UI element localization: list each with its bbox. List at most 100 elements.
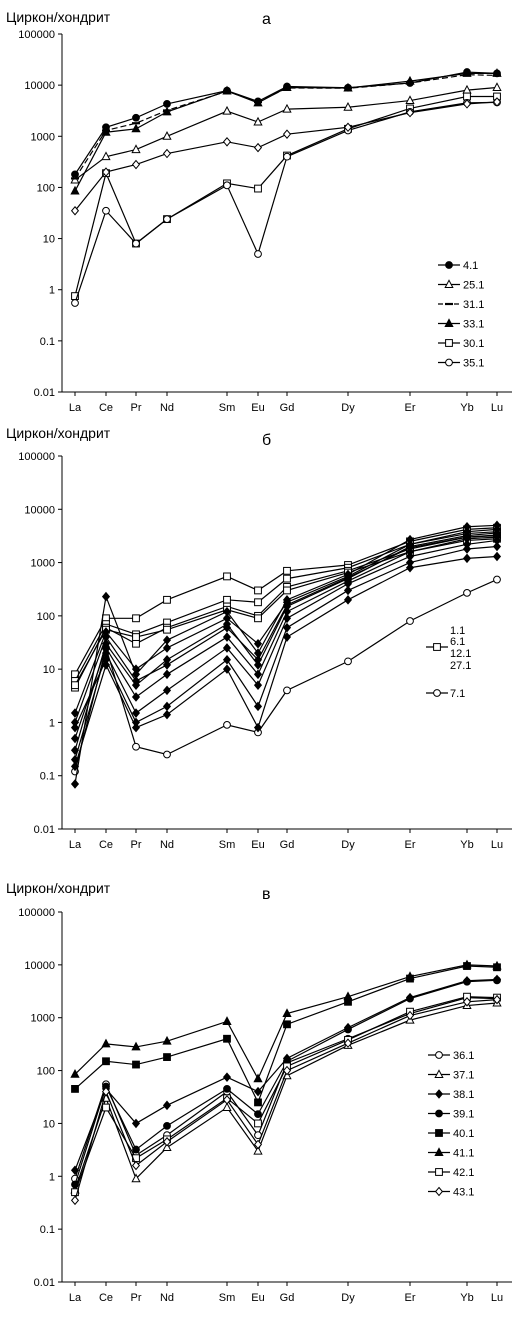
- data-point: [492, 97, 502, 107]
- data-point: [101, 1038, 111, 1048]
- data-point: [405, 562, 415, 573]
- legend-label: 1.1: [450, 625, 465, 637]
- data-point: [253, 116, 263, 126]
- legend-marker: [445, 358, 453, 367]
- series-line: [70, 994, 502, 1206]
- data-point: [163, 750, 171, 759]
- data-point: [492, 68, 502, 77]
- x-tick-label: Ce: [99, 839, 113, 851]
- data-point: [463, 92, 471, 101]
- data-point: [223, 181, 231, 190]
- data-point: [162, 669, 172, 680]
- data-point: [222, 622, 232, 633]
- legend-marker: [434, 1089, 444, 1099]
- data-point: [254, 1119, 262, 1128]
- data-point: [71, 681, 79, 690]
- x-tick-label: Dy: [341, 1292, 355, 1304]
- legend-label: 35.1: [463, 358, 484, 370]
- data-point: [253, 1073, 263, 1083]
- legend-label: 25.1: [463, 280, 484, 292]
- x-tick-label: La: [69, 839, 82, 851]
- legend-label: 38.1: [453, 1089, 474, 1101]
- data-point: [492, 551, 502, 562]
- legend-label: 37.1: [453, 1070, 474, 1082]
- data-point: [343, 82, 353, 92]
- legend-marker: [444, 279, 454, 288]
- data-point: [253, 654, 263, 665]
- data-point: [493, 575, 501, 584]
- panel-label: б: [262, 432, 271, 449]
- data-point: [253, 1086, 263, 1097]
- data-point: [253, 680, 263, 690]
- x-tick-label: Eu: [251, 1292, 264, 1304]
- legend-marker: [445, 261, 453, 269]
- data-point: [131, 159, 141, 170]
- data-point: [162, 106, 172, 116]
- data-point: [70, 733, 80, 744]
- x-tick-label: Pr: [131, 1292, 142, 1304]
- data-point: [283, 566, 291, 575]
- data-point: [131, 708, 141, 718]
- x-tick-label: Dy: [341, 402, 355, 414]
- y-axis-title: Циркон/хондрит: [6, 880, 111, 896]
- data-point: [254, 614, 262, 623]
- legend: 36.1 37.1 38.1 39.1 40.1 41.1 42.1 43.1: [428, 1050, 474, 1199]
- data-point: [282, 1065, 292, 1076]
- x-tick-label: Pr: [131, 402, 142, 414]
- data-point: [162, 709, 172, 720]
- y-tick-label: 1000: [31, 131, 55, 143]
- legend-label: 7.1: [450, 688, 465, 700]
- data-point: [71, 299, 79, 307]
- data-point: [131, 144, 141, 154]
- data-point: [463, 588, 471, 597]
- y-tick-label: 10000: [24, 80, 55, 92]
- series-line: [70, 959, 502, 1083]
- data-point: [283, 686, 291, 695]
- data-point: [254, 586, 262, 595]
- data-point: [343, 572, 353, 583]
- data-point: [253, 660, 263, 670]
- x-tick-label: Eu: [251, 839, 264, 851]
- data-point: [70, 708, 80, 718]
- x-tick-label: Ce: [99, 402, 113, 414]
- panel-label: в: [262, 886, 271, 903]
- series-line: [71, 976, 501, 1189]
- data-point: [132, 1060, 140, 1069]
- data-point: [163, 625, 171, 634]
- data-point: [283, 574, 291, 583]
- data-point: [253, 1139, 263, 1150]
- data-point: [70, 722, 80, 733]
- data-point: [282, 1008, 292, 1018]
- y-axis-title: Циркон/хондрит: [6, 425, 111, 441]
- data-point: [131, 664, 141, 674]
- series-line: [70, 530, 502, 728]
- legend-marker: [435, 1129, 443, 1137]
- data-point: [254, 1110, 262, 1119]
- data-point: [283, 1020, 291, 1029]
- data-point: [462, 959, 472, 969]
- data-point: [282, 82, 292, 91]
- series-line: [71, 962, 501, 1107]
- data-point: [492, 541, 502, 552]
- y-tick-label: 1000: [31, 1013, 55, 1025]
- series-path: [74, 95, 497, 297]
- data-point: [131, 123, 141, 133]
- y-tick-label: 100000: [18, 907, 55, 919]
- y-tick-label: 0.1: [40, 336, 55, 348]
- chart-panel-2: Циркон/хондрит б 0.01 0.1 1 10 100 1000 10000 100…: [6, 425, 512, 851]
- data-point: [493, 976, 501, 985]
- y-tick-label: 100000: [18, 451, 55, 463]
- data-point: [131, 692, 141, 702]
- x-tick-label: Er: [405, 402, 416, 414]
- data-point: [132, 742, 140, 751]
- data-point: [132, 239, 140, 248]
- data-point: [70, 1165, 80, 1176]
- data-point: [162, 1136, 172, 1147]
- x-tick-label: La: [69, 1292, 82, 1304]
- data-point: [254, 1098, 262, 1107]
- legend-label: 6.1: [450, 636, 465, 648]
- x-tick-label: Nd: [160, 402, 174, 414]
- data-point: [344, 1025, 352, 1034]
- legend-marker: [433, 643, 441, 651]
- data-point: [462, 68, 472, 77]
